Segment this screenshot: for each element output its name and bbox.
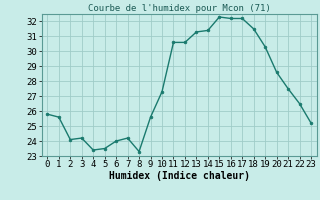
Text: Courbe de l'humidex pour Mcon (71): Courbe de l'humidex pour Mcon (71) [88,4,271,13]
X-axis label: Humidex (Indice chaleur): Humidex (Indice chaleur) [109,171,250,181]
